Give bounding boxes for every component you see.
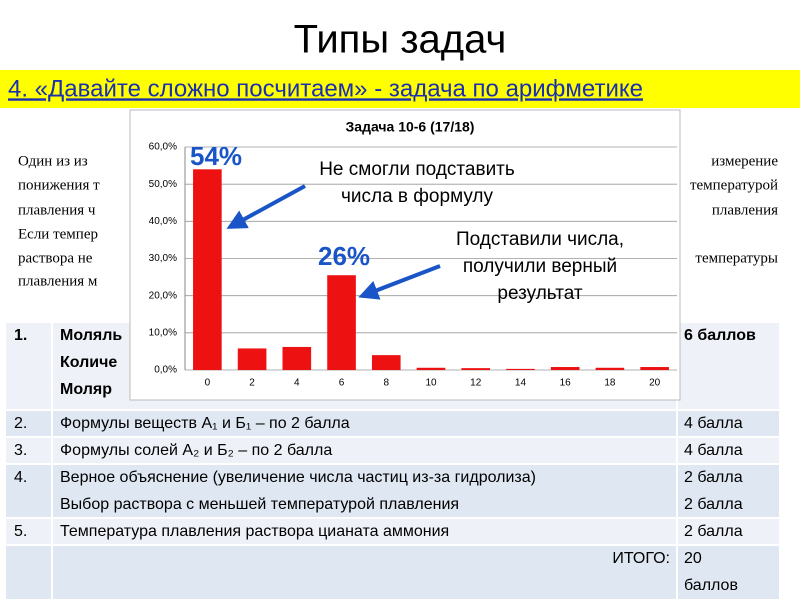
- subtitle-band: [0, 70, 800, 108]
- table-cell: [676, 409, 781, 438]
- table-cell: [51, 409, 678, 438]
- row-text: Моляр: [60, 381, 112, 398]
- x-tick-label: 18: [604, 378, 616, 389]
- table-cell: [51, 436, 678, 465]
- y-tick-label: 0,0%: [154, 365, 177, 376]
- table-cell: [4, 436, 53, 465]
- table-cell: [4, 409, 53, 438]
- bar: [416, 367, 446, 370]
- bar: [193, 169, 222, 370]
- bar: [237, 348, 267, 370]
- x-tick-label: 4: [294, 378, 300, 389]
- row-points: 2 балла: [684, 496, 743, 513]
- arrow: [358, 264, 441, 300]
- y-tick-label: 10,0%: [149, 327, 177, 338]
- bar: [371, 355, 401, 370]
- y-tick-label: 20,0%: [149, 290, 177, 301]
- x-tick-label: 2: [249, 378, 255, 389]
- annotation: Подставили числа,: [456, 229, 624, 250]
- total-points: 20: [684, 550, 702, 567]
- row-text: Формулы веществ А₁ и Б₁ – по 2 балла: [60, 415, 350, 432]
- total-points: баллов: [684, 577, 738, 594]
- y-tick-label: 40,0%: [149, 216, 177, 227]
- paragraph: Один из из понижения т плавления ч Если тем…: [18, 153, 778, 289]
- table-cell: [51, 463, 678, 519]
- row-text: Верное объяснение (увеличение числа част…: [60, 469, 536, 486]
- arrows: [226, 184, 441, 300]
- paragraph-text: плавления м: [18, 273, 98, 289]
- annotation: числа в формулу: [341, 186, 494, 207]
- x-tick-label: 12: [470, 378, 482, 389]
- row-points: 6 баллов: [684, 327, 756, 344]
- y-tick-label: 60,0%: [149, 142, 177, 153]
- slide-title: Типы задач: [294, 18, 507, 62]
- x-tick-label: 8: [383, 378, 389, 389]
- row-number: 4.: [14, 469, 27, 486]
- bar: [550, 367, 580, 370]
- bar: [506, 368, 535, 370]
- x-tick-label: 14: [515, 378, 527, 389]
- paragraph-text: температурой: [690, 177, 778, 193]
- chart: Задача 10-6 (17/18) 0,0% 10,0% 20,0% 30,0% 4…: [129, 109, 681, 401]
- total-label: ИТОГО:: [612, 550, 670, 567]
- table-cell: [676, 321, 781, 411]
- row-number: 1.: [14, 327, 27, 344]
- x-tick-label: 6: [339, 378, 345, 389]
- arrow: [226, 184, 306, 229]
- table-cell: [4, 463, 53, 519]
- y-tick-label: 50,0%: [149, 179, 177, 190]
- annotation: Не смогли подставить: [319, 159, 515, 180]
- bar: [640, 367, 669, 370]
- x-tick-label: 20: [649, 378, 661, 389]
- row-text: Количе: [60, 354, 117, 371]
- row-number: 5.: [14, 523, 27, 540]
- x-tick-label: 10: [425, 378, 437, 389]
- row-number: 2.: [14, 415, 27, 432]
- table-cell: [51, 517, 678, 546]
- table-cell: [4, 517, 53, 546]
- chart-title: Задача 10-6 (17/18): [346, 119, 475, 135]
- table-cell: [676, 463, 781, 519]
- table-cell: [676, 544, 781, 600]
- row-number: 3.: [14, 442, 27, 459]
- paragraph-text: плавления: [712, 202, 778, 218]
- paragraph-text: понижения т: [18, 177, 100, 193]
- annotation: 54%: [190, 141, 242, 171]
- paragraph-text: плавления ч: [18, 202, 96, 218]
- paragraph-text: раствора не: [18, 250, 93, 266]
- row-points: 2 балла: [684, 469, 743, 486]
- row-text: Выбор раствора с меньшей температурой пл…: [60, 496, 459, 513]
- bar: [595, 367, 625, 370]
- bar: [327, 275, 356, 370]
- row-text: Моляль: [60, 327, 122, 344]
- table-cell: [4, 321, 53, 411]
- annotation: 26%: [318, 241, 370, 271]
- y-tick-label: 30,0%: [149, 253, 177, 264]
- paragraph-text: Если темпер: [18, 226, 98, 242]
- x-tick-label: 16: [560, 378, 572, 389]
- annotation: результат: [497, 283, 582, 304]
- paragraph-text: температуры: [695, 250, 778, 266]
- row-text: Температура плавления раствора цианата а…: [60, 523, 449, 540]
- bar: [461, 368, 491, 370]
- row-text: Формулы солей А₂ и Б₂ – по 2 балла: [60, 442, 332, 459]
- table-cell: [676, 517, 781, 546]
- table-cell: [51, 544, 678, 600]
- subtitle: 4. «Давайте сложно посчитаем» - задача п…: [8, 75, 643, 102]
- table-cell: [676, 436, 781, 465]
- x-tick-label: 0: [205, 378, 211, 389]
- paragraph-text: измерение: [711, 153, 778, 169]
- row-points: 4 балла: [684, 442, 743, 459]
- row-points: 2 балла: [684, 523, 743, 540]
- bar: [282, 346, 312, 370]
- paragraph-text: Один из из: [18, 153, 88, 169]
- row-points: 4 балла: [684, 415, 743, 432]
- table-cell: [4, 544, 53, 600]
- annotation: получили верный: [463, 256, 617, 277]
